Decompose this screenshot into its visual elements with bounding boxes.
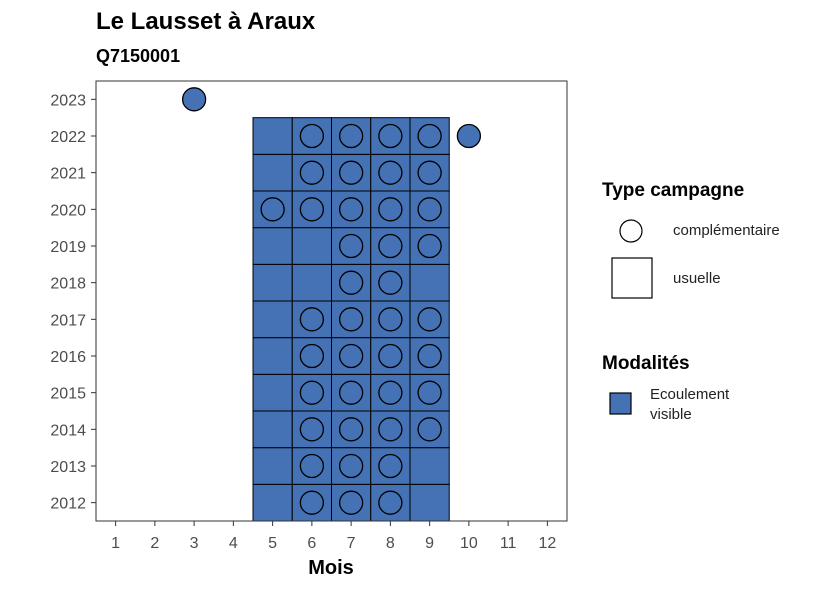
- x-tick-label-4: 4: [229, 535, 238, 552]
- point-complementaire-2012-8: [378, 490, 403, 515]
- x-tick-label-8: 8: [386, 535, 395, 552]
- legend-circle-symbol: [619, 219, 643, 243]
- point-complementaire-2015-6: [299, 380, 325, 405]
- tile-usuelle-2021-5: [252, 153, 293, 192]
- point-complementaire-2017-7: [338, 307, 364, 332]
- panel-border: [95, 80, 568, 522]
- y-tick-label-2023: 2023: [50, 92, 86, 109]
- legend-modality-swatch: [609, 392, 632, 415]
- point-complementaire-2016-6: [299, 343, 325, 369]
- chart-title: Le Lausset à Araux: [96, 8, 316, 35]
- point-complementaire-2017-6: [299, 307, 325, 332]
- y-tick-label-2014: 2014: [50, 422, 86, 439]
- point-complementaire-2021-7: [338, 160, 364, 185]
- legend-label-usuelle: usuelle: [673, 270, 721, 287]
- y-tick-label-2017: 2017: [50, 312, 86, 329]
- x-tick-label-3: 3: [190, 535, 199, 552]
- y-tick-label-2019: 2019: [50, 239, 86, 256]
- point-complementaire-2021-6: [299, 160, 325, 185]
- point-complementaire-2019-9: [417, 233, 442, 259]
- x-tick-label-6: 6: [307, 535, 316, 552]
- legend-square-symbol: [611, 257, 653, 299]
- point-complementaire-2023-3: [181, 87, 207, 112]
- point-complementaire-2016-7: [338, 343, 364, 369]
- legend-campaign-title: Type campagne: [602, 180, 745, 201]
- point-complementaire-2022-7: [338, 123, 364, 149]
- tile-usuelle-2017-5: [252, 300, 293, 339]
- chart-subtitle: Q7150001: [96, 46, 181, 66]
- y-tick-label-2013: 2013: [50, 459, 86, 476]
- x-axis-label: Mois: [308, 557, 354, 579]
- circle-layer: [181, 87, 482, 515]
- y-tick-label-2016: 2016: [50, 349, 86, 366]
- legend-label-modality-line1: Ecoulement: [650, 386, 730, 403]
- point-complementaire-2016-8: [378, 343, 403, 369]
- y-tick-label-2018: 2018: [50, 276, 86, 293]
- point-complementaire-2017-8: [378, 307, 403, 332]
- point-complementaire-2012-7: [338, 490, 364, 515]
- point-complementaire-2018-7: [338, 270, 364, 295]
- point-complementaire-2012-6: [299, 490, 325, 515]
- point-complementaire-2017-9: [417, 307, 442, 332]
- point-complementaire-2022-10: [456, 123, 482, 149]
- point-complementaire-2021-9: [417, 160, 442, 185]
- point-complementaire-2020-7: [338, 197, 364, 222]
- x-axis: 1 2 3 4 5 6 7 8 9 10 11 12: [111, 521, 556, 552]
- y-axis: 2012 2013 2014 2015 2016 2017 2018 2019 2020 2021…: [50, 92, 96, 513]
- x-tick-label-2: 2: [150, 535, 159, 552]
- y-tick-label-2015: 2015: [50, 386, 86, 403]
- point-complementaire-2015-7: [338, 380, 364, 405]
- point-complementaire-2018-8: [378, 270, 403, 295]
- tile-usuelle-2022-5: [252, 117, 293, 155]
- tile-usuelle-2012-5: [252, 483, 293, 522]
- point-complementaire-2022-8: [378, 123, 403, 149]
- x-tick-label-12: 12: [538, 535, 556, 552]
- tile-usuelle-2012-9: [409, 483, 450, 522]
- point-complementaire-2013-7: [338, 453, 364, 479]
- y-tick-label-2022: 2022: [50, 129, 86, 146]
- x-tick-label-11: 11: [500, 535, 517, 552]
- tile-usuelle-2015-5: [252, 373, 293, 412]
- point-complementaire-2019-7: [338, 233, 364, 259]
- tile-usuelle-2018-6: [291, 263, 332, 302]
- point-complementaire-2019-8: [378, 233, 403, 259]
- point-complementaire-2020-6: [299, 197, 325, 222]
- point-complementaire-2013-8: [378, 453, 403, 479]
- y-tick-label-2012: 2012: [50, 496, 86, 513]
- tile-usuelle-2018-9: [409, 263, 450, 302]
- legend-modality-title: Modalités: [602, 353, 690, 374]
- point-complementaire-2013-6: [299, 453, 325, 479]
- x-tick-label-1: 1: [111, 535, 120, 552]
- x-tick-label-9: 9: [425, 535, 434, 552]
- tile-usuelle-2019-6: [291, 227, 332, 265]
- tile-usuelle-2019-5: [252, 227, 293, 265]
- point-complementaire-2020-9: [417, 197, 442, 222]
- tile-usuelle-2014-5: [252, 410, 293, 449]
- point-complementaire-2014-7: [338, 417, 364, 442]
- y-tick-label-2021: 2021: [50, 166, 86, 183]
- point-complementaire-2022-9: [417, 123, 442, 149]
- point-complementaire-2014-9: [417, 417, 442, 442]
- point-complementaire-2015-8: [378, 380, 403, 405]
- x-tick-label-7: 7: [347, 535, 356, 552]
- point-complementaire-2022-6: [299, 123, 325, 149]
- tile-usuelle-2013-9: [409, 447, 450, 485]
- x-tick-label-5: 5: [268, 535, 277, 552]
- tile-usuelle-2018-5: [252, 263, 293, 302]
- point-complementaire-2014-6: [299, 417, 325, 442]
- legend-label-modality-line2: visible: [650, 406, 692, 423]
- point-complementaire-2021-8: [378, 160, 403, 185]
- point-complementaire-2020-8: [378, 197, 403, 222]
- point-complementaire-2014-8: [378, 417, 403, 442]
- tile-usuelle-2013-5: [252, 447, 293, 485]
- point-complementaire-2020-5: [260, 197, 285, 222]
- y-tick-label-2020: 2020: [50, 202, 86, 219]
- tile-usuelle-2016-5: [252, 337, 293, 375]
- point-complementaire-2016-9: [417, 343, 442, 369]
- x-tick-label-10: 10: [460, 535, 478, 552]
- point-complementaire-2015-9: [417, 380, 442, 405]
- legend-label-complementaire: complémentaire: [673, 222, 780, 239]
